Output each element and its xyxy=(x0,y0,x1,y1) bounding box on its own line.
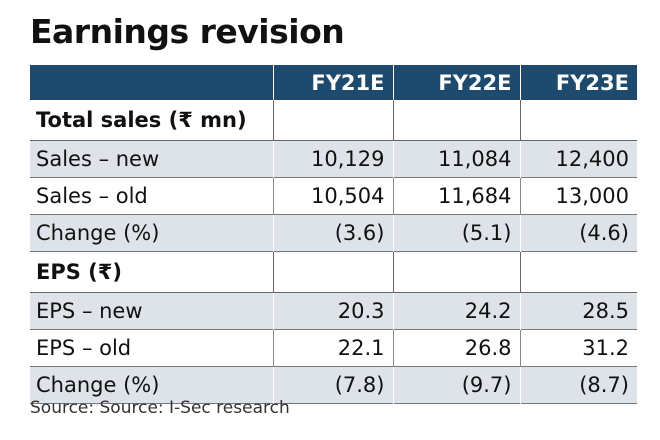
cell-value: (8.7) xyxy=(519,366,637,404)
section-heading: EPS (₹) xyxy=(30,251,274,293)
column-header: FY21E xyxy=(272,65,393,100)
cell-value: 10,504 xyxy=(272,177,393,215)
data-row: EPS – old 22.1 26.8 31.2 xyxy=(30,329,637,367)
cell-value: 26.8 xyxy=(392,329,520,367)
cell-value: 12,400 xyxy=(519,140,637,178)
row-label: Change (%) xyxy=(30,214,273,252)
data-row: Change (%) (3.6) (5.1) (4.6) xyxy=(30,214,637,252)
row-label: EPS – old xyxy=(36,336,132,360)
cell-value: (9.7) xyxy=(392,366,520,404)
cell-value: 24.2 xyxy=(392,292,520,330)
empty-cell xyxy=(392,100,521,141)
data-row: Change (%) (7.8) (9.7) (8.7) xyxy=(30,366,637,404)
row-label: Change (%) xyxy=(30,366,273,404)
cell-value: 28.5 xyxy=(519,292,637,330)
cell-value: 13,000 xyxy=(519,177,637,215)
row-label: Sales – old xyxy=(36,184,148,208)
cell-value: 20.3 xyxy=(272,292,393,330)
earnings-table: FY21E FY22E FY23E Total sales (₹ mn) Sales … xyxy=(30,65,637,404)
title: Earnings revision xyxy=(30,12,345,51)
cell-value: 31.2 xyxy=(519,329,637,367)
header-blank xyxy=(30,65,273,100)
source: Source: Source: I-Sec research xyxy=(30,398,290,418)
section-row: EPS (₹) xyxy=(30,251,637,293)
data-row: Sales – new 10,129 11,084 12,400 xyxy=(30,140,637,178)
cell-value: (5.1) xyxy=(392,214,520,252)
section-row: Total sales (₹ mn) xyxy=(30,100,637,141)
header-row: FY21E FY22E FY23E xyxy=(30,65,637,100)
cell-value: 11,084 xyxy=(392,140,520,178)
cell-value: (4.6) xyxy=(519,214,637,252)
empty-cell xyxy=(519,100,637,141)
cell-value: 10,129 xyxy=(272,140,393,178)
column-header: FY22E xyxy=(392,65,520,100)
row-label: Sales – new xyxy=(30,140,273,178)
section-heading: Total sales (₹ mn) xyxy=(30,100,274,141)
empty-cell xyxy=(272,251,394,293)
table-body: Total sales (₹ mn) Sales – new 10,129 11,08… xyxy=(30,100,637,404)
cell-value: 11,684 xyxy=(392,177,520,215)
cell-value: (3.6) xyxy=(272,214,393,252)
column-header: FY23E xyxy=(519,65,637,100)
cell-value: 22.1 xyxy=(272,329,393,367)
row-label: EPS – new xyxy=(30,292,273,330)
data-row: Sales – old 10,504 11,684 13,000 xyxy=(30,177,637,215)
empty-cell xyxy=(392,251,521,293)
data-row: EPS – new 20.3 24.2 28.5 xyxy=(30,292,637,330)
empty-cell xyxy=(272,100,394,141)
cell-value: (7.8) xyxy=(272,366,393,404)
empty-cell xyxy=(519,251,637,293)
